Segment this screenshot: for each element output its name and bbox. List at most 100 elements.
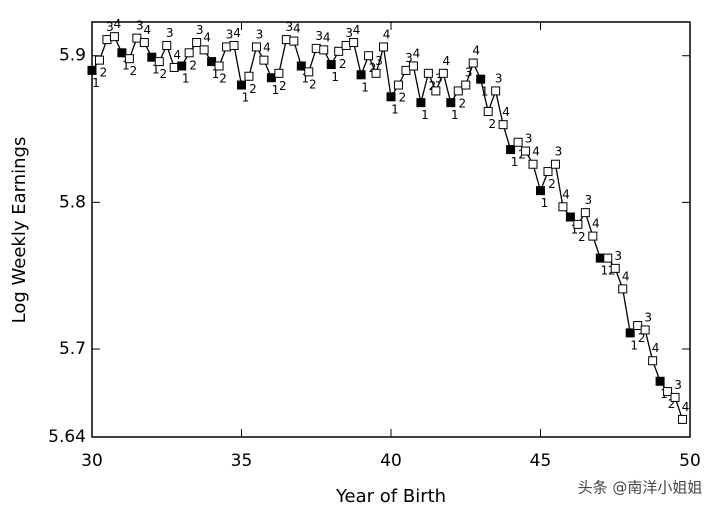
marker — [468, 58, 478, 68]
marker — [184, 48, 194, 58]
marker — [401, 65, 411, 75]
quarter-label: 2 — [100, 66, 108, 80]
quarter-label: 3 — [345, 26, 353, 40]
marker — [162, 40, 172, 50]
quarter-label: 2 — [548, 177, 556, 191]
quarter-label: 4 — [472, 44, 480, 58]
quarter-label: 3 — [435, 71, 443, 85]
quarter-label: 4 — [173, 48, 181, 62]
quarter-label: 1 — [451, 108, 459, 122]
watermark: 头条 @南洋小姐姐 — [578, 479, 703, 497]
quarter-label: 3 — [405, 51, 413, 65]
quarter-label: 3 — [286, 20, 294, 34]
quarter-label: 1 — [361, 80, 369, 94]
marker — [506, 145, 516, 155]
quarter-label: 4 — [592, 217, 600, 231]
quarter-label: 3 — [375, 54, 383, 68]
quarter-label: 3 — [166, 26, 174, 40]
marker — [491, 86, 501, 96]
quarter-label: 3 — [196, 23, 204, 37]
marker — [595, 253, 605, 263]
marker — [670, 392, 680, 402]
y-tick-label: 5.7 — [59, 339, 86, 359]
quarter-label: 3 — [644, 310, 652, 324]
quarter-label: 4 — [413, 46, 421, 60]
quarter-label: 2 — [638, 331, 646, 345]
marker — [476, 74, 486, 84]
marker — [169, 62, 179, 72]
quarter-label: 3 — [106, 20, 114, 34]
marker — [610, 263, 620, 273]
marker — [640, 325, 650, 335]
y-tick-label: 5.9 — [59, 46, 86, 66]
marker — [573, 219, 583, 229]
marker — [207, 57, 217, 67]
x-tick-label: 50 — [679, 451, 701, 471]
marker — [296, 61, 306, 71]
marker — [259, 55, 269, 65]
marker — [274, 68, 284, 78]
quarter-label: 4 — [114, 17, 122, 31]
quarter-label: 3 — [614, 249, 622, 263]
marker — [393, 80, 403, 90]
quarter-label: 4 — [353, 23, 361, 37]
marker — [558, 202, 568, 212]
marker — [334, 46, 344, 56]
marker — [356, 70, 366, 80]
marker — [154, 57, 164, 67]
marker — [550, 159, 560, 169]
marker — [266, 73, 276, 83]
quarter-label: 3 — [315, 29, 323, 43]
marker — [543, 167, 553, 177]
marker — [364, 51, 374, 61]
quarter-label: 1 — [421, 108, 429, 122]
marker — [311, 43, 321, 53]
marker — [386, 92, 396, 102]
marker — [536, 186, 545, 196]
marker — [371, 68, 381, 78]
quarter-label: 2 — [309, 77, 317, 91]
quarter-label: 3 — [226, 27, 234, 41]
x-tick-label: 35 — [231, 451, 253, 471]
marker — [229, 40, 239, 50]
marker — [326, 60, 336, 70]
marker — [461, 80, 471, 90]
marker — [304, 67, 314, 77]
quarter-label: 1 — [212, 67, 220, 81]
quarter-label: 4 — [652, 341, 660, 355]
marker — [446, 98, 456, 108]
marker — [521, 146, 531, 156]
marker — [423, 68, 433, 78]
marker — [237, 80, 246, 90]
quarter-label: 3 — [495, 71, 503, 85]
marker — [663, 387, 673, 397]
quarter-label: 2 — [369, 61, 377, 75]
quarter-label: 4 — [532, 145, 540, 159]
quarter-label: 1 — [331, 70, 339, 84]
quarter-label: 4 — [293, 22, 301, 36]
marker — [379, 42, 389, 52]
quarter-label: 4 — [263, 41, 271, 55]
marker — [655, 376, 665, 386]
marker — [588, 231, 598, 241]
quarter-label: 3 — [585, 193, 593, 207]
quarter-label: 4 — [682, 400, 690, 414]
quarter-label: 1 — [182, 71, 190, 85]
quarter-label: 2 — [429, 79, 437, 93]
marker — [528, 159, 538, 169]
marker — [633, 321, 643, 331]
marker — [678, 414, 688, 424]
marker — [132, 33, 142, 43]
marker — [453, 86, 463, 96]
quarter-label: 2 — [578, 230, 586, 244]
marker — [483, 106, 493, 116]
marker — [109, 32, 119, 42]
marker — [199, 45, 209, 55]
marker — [625, 328, 635, 338]
marker — [244, 71, 254, 81]
quarter-label: 2 — [488, 117, 496, 131]
marker — [117, 48, 127, 58]
quarter-label: 2 — [249, 82, 257, 96]
marker — [565, 212, 575, 222]
